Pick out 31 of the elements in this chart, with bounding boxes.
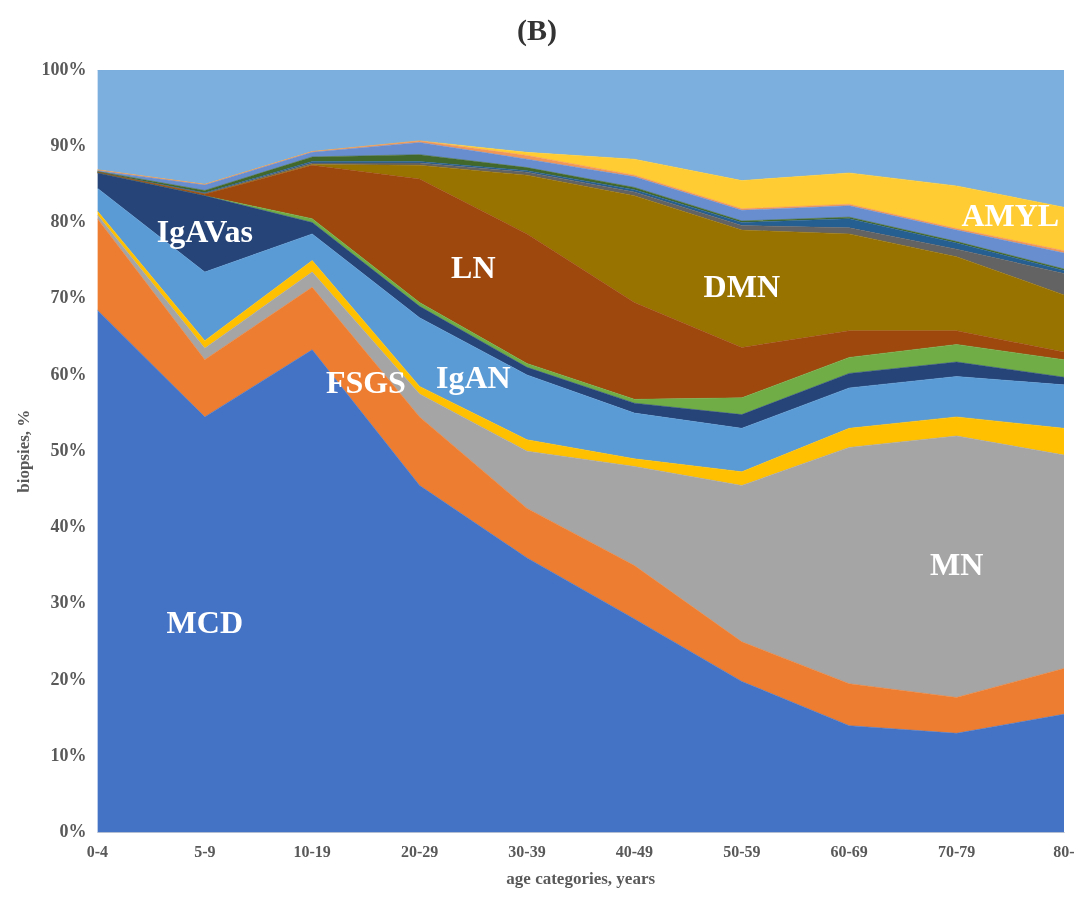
y-tick-label: 40% [50, 516, 87, 537]
y-tick-label: 70% [50, 287, 87, 308]
y-tick-label: 20% [50, 668, 87, 689]
y-tick-label: 60% [50, 363, 87, 384]
series-label: DMN [703, 268, 781, 305]
x-tick-label: 10-19 [293, 843, 331, 861]
y-axis-title: biopsies, % [13, 409, 33, 493]
x-tick-label: 20-29 [400, 843, 439, 861]
series-label: AMYL [961, 197, 1060, 234]
x-tick-label: 80- [1053, 843, 1075, 861]
x-tick-label: 40-49 [615, 843, 654, 861]
y-tick-label: 30% [50, 592, 87, 613]
y-tick-label: 50% [50, 439, 87, 460]
y-tick-label: 80% [50, 211, 87, 232]
y-tick-label: 90% [50, 134, 87, 155]
series-label: IgAN [435, 358, 511, 395]
series-label: IgAVas [156, 213, 253, 250]
x-tick-label: 50-59 [723, 843, 761, 861]
x-tick-label: 0-4 [86, 843, 109, 861]
x-tick-label: 70-79 [937, 843, 976, 861]
y-tick-label: 0% [59, 821, 87, 842]
y-tick-label: 100% [41, 58, 87, 79]
series-label: MN [929, 545, 984, 582]
x-axis-title: age categories, years [506, 869, 656, 889]
y-tick-label: 10% [50, 744, 87, 765]
x-tick-label: 5-9 [194, 843, 216, 861]
x-tick-label: 30-39 [508, 843, 546, 861]
series-label: LN [451, 249, 496, 286]
chart-title: (B) [517, 12, 557, 47]
series-label: MCD [166, 603, 244, 640]
x-tick-label: 60-69 [830, 843, 868, 861]
